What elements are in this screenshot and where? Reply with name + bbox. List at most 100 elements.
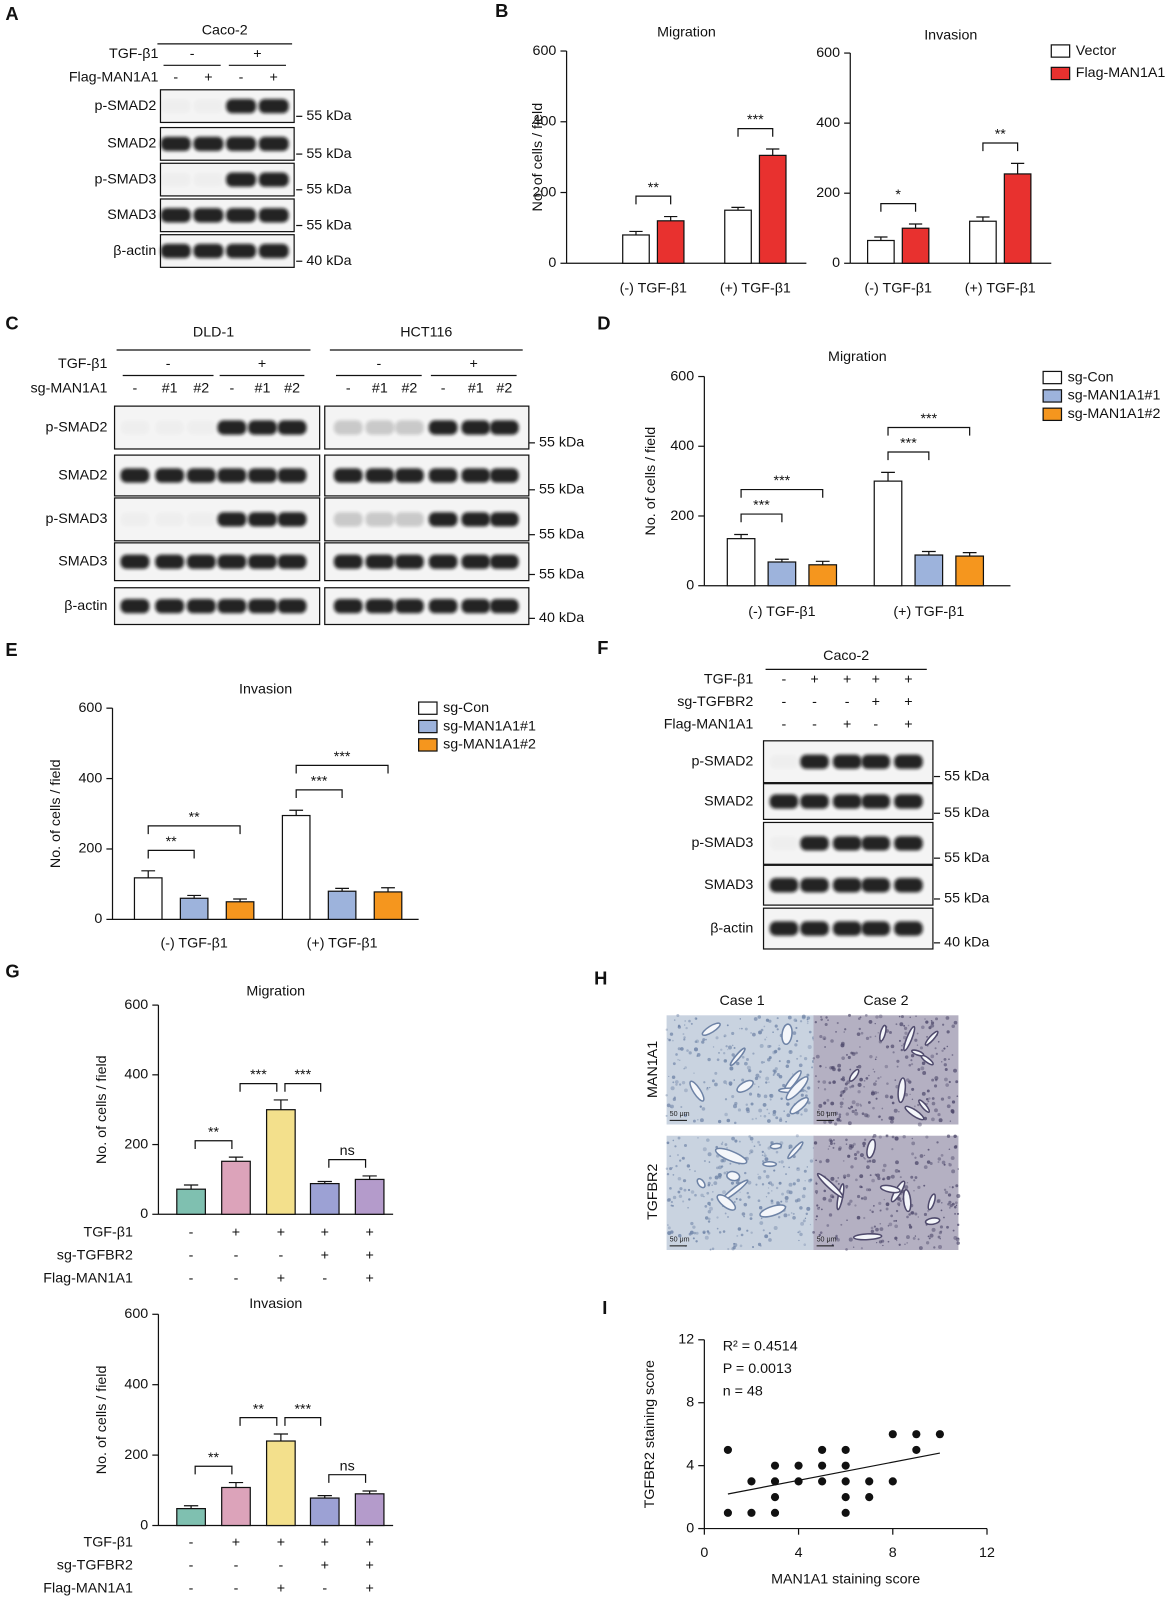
ihc-texture — [755, 1183, 758, 1186]
ihc-texture — [823, 1037, 826, 1040]
ihc-texture — [868, 1020, 873, 1024]
marker-label: 55 kDa — [944, 805, 989, 821]
ihc-texture — [921, 1091, 926, 1096]
ihc-gland — [696, 1177, 706, 1189]
ihc-texture — [741, 1055, 745, 1059]
y-tick-label: 0 — [832, 255, 840, 271]
ihc-texture — [928, 1026, 932, 1030]
ihc-texture — [674, 1080, 679, 1084]
ihc-texture — [928, 1097, 931, 1100]
significance-bracket — [284, 1082, 322, 1092]
ihc-texture — [675, 1083, 678, 1086]
error-bar — [815, 560, 830, 565]
ihc-texture — [881, 1107, 884, 1110]
ihc-texture — [683, 1143, 688, 1148]
ihc-texture — [895, 1209, 899, 1213]
ihc-texture — [845, 1112, 850, 1116]
ihc-texture — [850, 1165, 854, 1169]
scatter-point — [770, 1461, 780, 1470]
blot-band — [861, 878, 891, 893]
ihc-texture — [755, 1073, 760, 1078]
ihc-texture — [747, 1195, 751, 1199]
condition-sign: - — [278, 1558, 283, 1574]
ihc-texture — [925, 1020, 929, 1024]
blot-band — [861, 754, 891, 769]
ihc-texture — [826, 1224, 830, 1227]
marker-label: 55 kDa — [539, 526, 584, 542]
blot-band — [461, 468, 491, 483]
scatter-point — [747, 1508, 756, 1517]
ihc-texture — [828, 1145, 831, 1148]
legend-swatch — [1042, 407, 1063, 422]
y-tick-label: 8 — [686, 1394, 694, 1410]
ihc-texture — [891, 1101, 895, 1105]
ihc-texture — [772, 1069, 776, 1073]
ihc-texture — [916, 1044, 919, 1046]
row-label: SMAD2 — [704, 793, 753, 809]
ihc-texture — [822, 1196, 827, 1201]
ihc-texture — [764, 1038, 767, 1041]
ihc-texture — [731, 1031, 735, 1036]
ihc-texture — [800, 1113, 803, 1116]
ihc-texture — [842, 1089, 846, 1093]
ihc-texture — [837, 1063, 842, 1068]
blot-band — [832, 836, 862, 851]
cell-line: Caco-2 — [202, 22, 248, 38]
ihc-texture — [811, 1066, 814, 1069]
legend-label: sg-Con — [1068, 369, 1114, 385]
ihc-texture — [780, 1160, 784, 1164]
ihc-texture — [947, 1193, 952, 1197]
ihc-texture — [740, 1027, 743, 1030]
ihc-texture — [823, 1189, 827, 1193]
ihc-texture — [953, 1068, 958, 1073]
ihc-texture — [716, 1227, 719, 1230]
ihc-texture — [672, 1062, 676, 1066]
ihc-texture — [780, 1097, 783, 1100]
ihc-texture — [757, 1173, 759, 1176]
condition-label: TGF-β1 — [58, 356, 107, 372]
ihc-texture — [766, 1108, 769, 1111]
ihc-texture — [745, 1107, 750, 1112]
ihc-texture — [847, 1154, 851, 1158]
legend-label: Vector — [1076, 43, 1117, 59]
x-tick-label: 4 — [795, 1545, 803, 1561]
condition-sign: + — [321, 1247, 329, 1263]
marker-label: 55 kDa — [539, 566, 584, 582]
ihc-texture — [751, 1141, 754, 1143]
ihc-texture — [900, 1015, 904, 1019]
ihc-texture — [899, 1199, 902, 1203]
ihc-texture — [732, 1104, 738, 1109]
ihc-texture — [807, 1101, 811, 1105]
ihc-texture — [739, 1191, 741, 1193]
significance-label: *** — [294, 1067, 311, 1083]
blot-band — [832, 921, 862, 936]
scatter-point — [841, 1508, 850, 1517]
ihc-texture — [949, 1206, 951, 1209]
error-bar — [976, 216, 990, 222]
ihc-gland — [789, 1096, 809, 1115]
ihc-texture — [676, 1013, 680, 1017]
ihc-texture — [910, 1211, 915, 1215]
condition-sign: + — [365, 1247, 373, 1263]
ihc-texture — [919, 1154, 924, 1158]
error-bar — [962, 551, 977, 557]
ihc-texture — [817, 1087, 820, 1089]
row-label: MAN1A1 — [645, 1041, 661, 1098]
y-axis-label: TGFBR2 staining score — [642, 1360, 658, 1508]
ihc-texture — [840, 1223, 843, 1226]
blot-band — [333, 598, 363, 614]
ihc-texture — [921, 1025, 925, 1030]
condition-sign: - — [166, 356, 171, 372]
ihc-texture — [943, 1216, 945, 1219]
blot-band — [155, 512, 184, 526]
ihc-texture — [795, 1019, 798, 1022]
ihc-texture — [910, 1054, 915, 1058]
ihc-texture — [753, 1145, 756, 1148]
ihc-texture — [933, 1246, 936, 1249]
ihc-texture — [763, 1025, 766, 1028]
scatter-point — [818, 1445, 827, 1454]
y-tick-label: 12 — [678, 1332, 694, 1348]
column-label: Case 2 — [863, 993, 908, 1009]
ihc-texture — [920, 1066, 925, 1071]
blot-band — [258, 243, 289, 259]
